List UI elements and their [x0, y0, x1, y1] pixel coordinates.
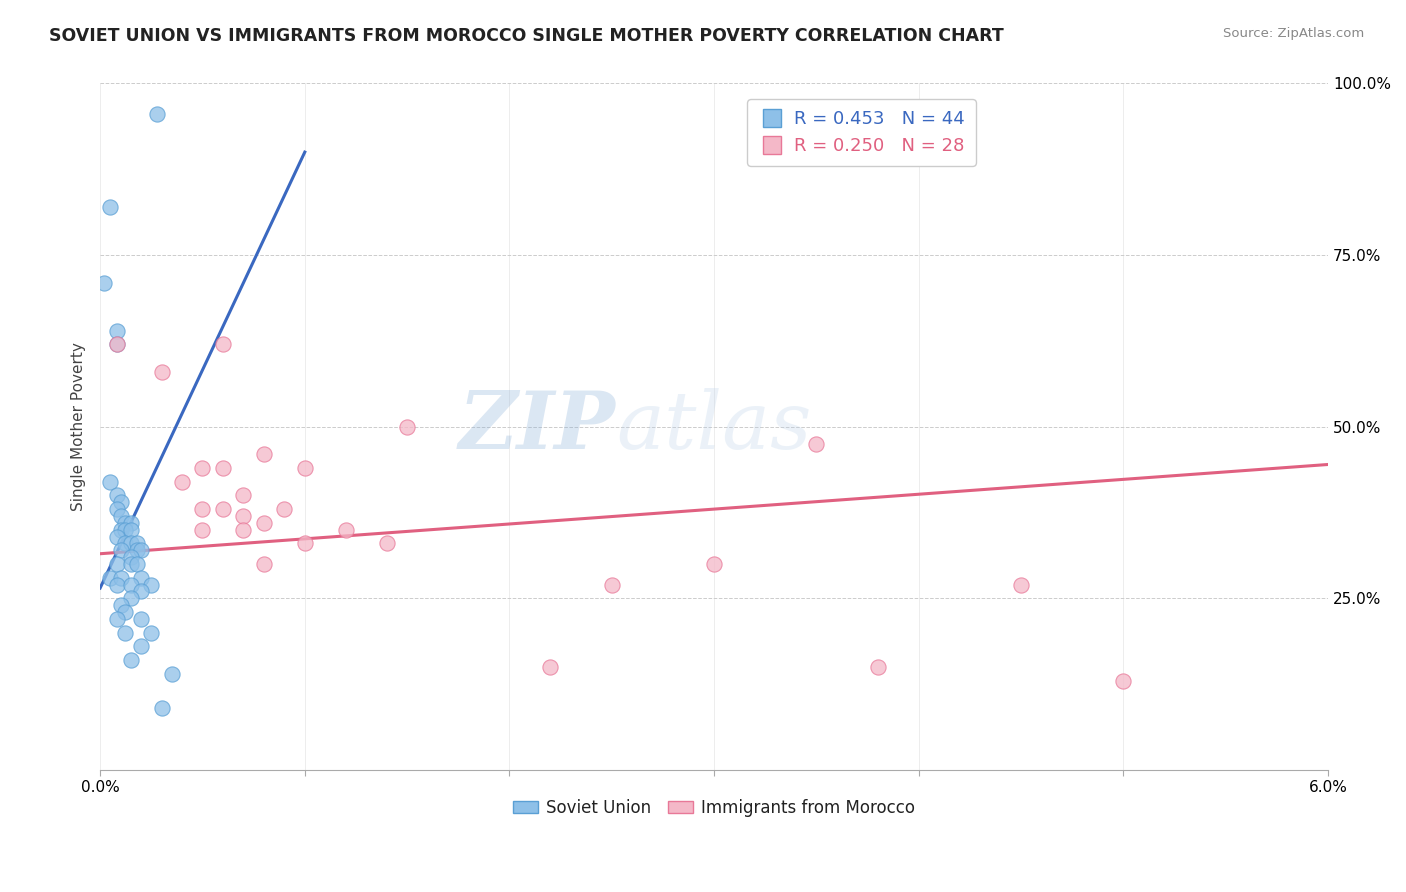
Point	[191, 523, 214, 537]
Point	[129, 543, 152, 558]
Point	[294, 536, 316, 550]
Point	[120, 536, 142, 550]
Point	[1112, 673, 1135, 688]
Text: Source: ZipAtlas.com: Source: ZipAtlas.com	[1223, 27, 1364, 40]
Point	[105, 337, 128, 351]
Point	[375, 536, 398, 550]
Point	[105, 557, 128, 571]
Point	[232, 523, 254, 537]
Point	[110, 599, 132, 613]
Point	[273, 502, 295, 516]
Point	[110, 543, 132, 558]
Point	[114, 625, 136, 640]
Point	[146, 107, 169, 121]
Point	[253, 516, 276, 530]
Point	[150, 701, 173, 715]
Point	[129, 571, 152, 585]
Point	[120, 577, 142, 591]
Point	[114, 605, 136, 619]
Point	[232, 488, 254, 502]
Point	[105, 337, 128, 351]
Point	[866, 660, 889, 674]
Point	[120, 591, 142, 606]
Point	[212, 337, 235, 351]
Point	[703, 557, 725, 571]
Point	[335, 523, 357, 537]
Point	[93, 276, 115, 290]
Point	[1010, 577, 1032, 591]
Point	[105, 324, 128, 338]
Point	[160, 666, 183, 681]
Point	[114, 523, 136, 537]
Legend: Soviet Union, Immigrants from Morocco: Soviet Union, Immigrants from Morocco	[506, 792, 922, 823]
Point	[98, 475, 121, 489]
Point	[191, 502, 214, 516]
Y-axis label: Single Mother Poverty: Single Mother Poverty	[72, 343, 86, 511]
Point	[105, 502, 128, 516]
Text: atlas: atlas	[616, 388, 811, 466]
Point	[232, 508, 254, 523]
Point	[105, 577, 128, 591]
Point	[105, 530, 128, 544]
Point	[120, 516, 142, 530]
Point	[141, 625, 163, 640]
Point	[114, 516, 136, 530]
Point	[110, 508, 132, 523]
Point	[253, 447, 276, 461]
Point	[110, 571, 132, 585]
Point	[120, 557, 142, 571]
Point	[125, 543, 148, 558]
Point	[105, 488, 128, 502]
Point	[150, 365, 173, 379]
Point	[105, 612, 128, 626]
Point	[120, 550, 142, 565]
Point	[120, 523, 142, 537]
Point	[600, 577, 623, 591]
Point	[170, 475, 193, 489]
Point	[110, 495, 132, 509]
Point	[110, 523, 132, 537]
Point	[294, 461, 316, 475]
Point	[396, 419, 419, 434]
Point	[125, 536, 148, 550]
Point	[114, 536, 136, 550]
Text: ZIP: ZIP	[458, 388, 616, 466]
Point	[212, 502, 235, 516]
Point	[120, 653, 142, 667]
Point	[125, 557, 148, 571]
Point	[212, 461, 235, 475]
Point	[98, 200, 121, 214]
Point	[191, 461, 214, 475]
Point	[253, 557, 276, 571]
Text: SOVIET UNION VS IMMIGRANTS FROM MOROCCO SINGLE MOTHER POVERTY CORRELATION CHART: SOVIET UNION VS IMMIGRANTS FROM MOROCCO …	[49, 27, 1004, 45]
Point	[141, 577, 163, 591]
Point	[129, 640, 152, 654]
Point	[538, 660, 561, 674]
Point	[806, 437, 828, 451]
Point	[129, 584, 152, 599]
Point	[98, 571, 121, 585]
Point	[129, 612, 152, 626]
